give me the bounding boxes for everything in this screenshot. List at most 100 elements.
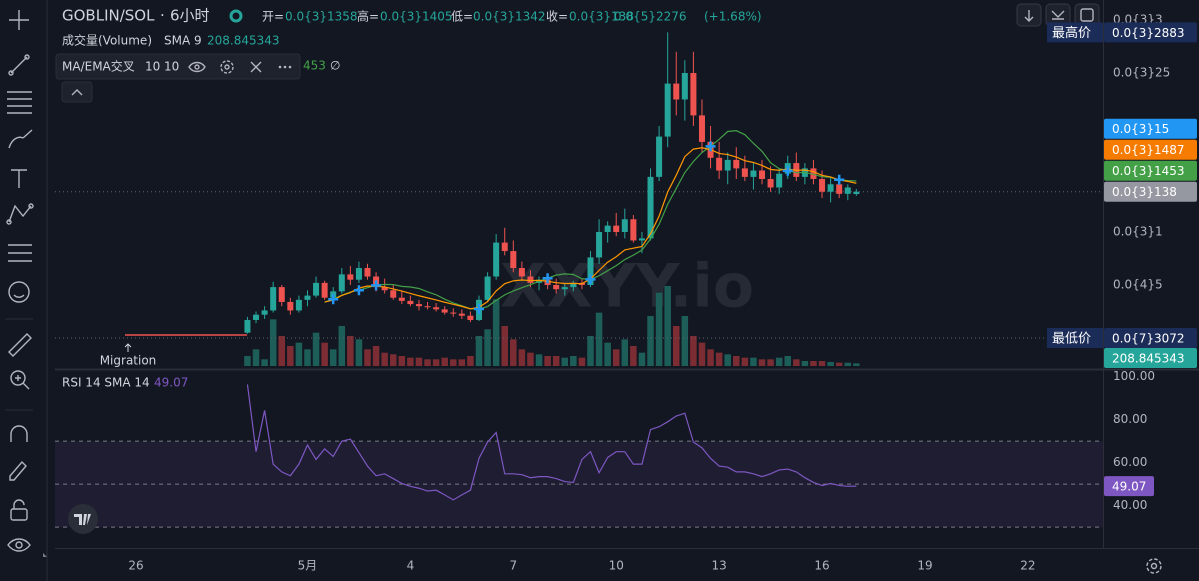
toolbar-more[interactable] [43,553,47,557]
button-download[interactable] [1016,3,1042,27]
market-status[interactable] [229,9,243,23]
volume-bar [741,357,749,366]
volume-bar [510,339,517,366]
ma-cross [585,274,596,285]
volume-bar [407,357,414,366]
legend-settings[interactable] [220,60,234,74]
candle-body [321,282,328,298]
tool-prediction[interactable] [8,244,32,262]
volume-sma: SMA 9 [164,34,202,48]
legend-more[interactable] [278,65,292,69]
candle-body [638,238,645,241]
tv-logo[interactable] [68,504,98,534]
candle-body [253,314,260,320]
volume-bar [844,362,852,366]
tool-lock[interactable] [10,499,28,521]
tool-brush[interactable] [8,129,33,149]
ohlc-key: 开= [262,10,284,24]
volume-bar [690,336,697,366]
candle-body [278,287,285,302]
candle-body [819,178,826,192]
x-tick-label: 26 [128,559,143,573]
legend-eye[interactable] [188,61,206,73]
candle-body [398,297,405,301]
volume-bar [364,349,371,366]
volume-bar [698,342,706,366]
ma-cross [328,294,339,305]
candle-body [656,136,663,177]
legend-collapse[interactable] [61,81,93,103]
volume-bar [492,299,500,366]
interval[interactable]: 6小时 [170,7,210,25]
legend-remove[interactable] [250,61,262,73]
price-tag-label: 0.0{3}1487 [1112,143,1185,157]
candle-body [647,176,654,239]
price-tag-title: 最低价 [1052,331,1091,346]
ma-cross [353,285,364,296]
rsi-tick-label: 60.00 [1113,455,1147,469]
volume-bar [252,349,260,366]
ohlc-key: 高= [357,9,379,24]
tool-lock-draw[interactable] [9,460,27,481]
candle-body [690,72,697,116]
tool-magnet[interactable] [10,425,28,442]
volume-bar [347,336,354,366]
volume-bar [750,357,757,366]
rsi-tick-label: 100.00 [1113,369,1155,383]
tool-visibility[interactable] [7,538,31,552]
candle-body [570,282,577,288]
volume-bar [724,354,731,366]
symbol[interactable]: GOBLIN/SOL [62,7,155,25]
tool-zoom[interactable] [10,370,30,390]
rsi-tag [1104,476,1154,497]
y-tick-label: 0.0{3}1 [1113,224,1163,238]
tool-trendline[interactable] [8,54,30,76]
candle-body [853,191,860,195]
tool-ruler[interactable] [8,333,32,357]
candle-body [750,170,757,177]
volume-bar [775,357,783,366]
change: 0.0{5}2276 [614,10,687,24]
indicator-value: 453 [303,59,326,73]
tool-icons[interactable] [8,281,30,303]
volume-bar [801,361,809,366]
price-tag-label: 0.0{3}2883 [1112,26,1185,40]
candle-body [844,187,851,194]
candle-body [827,184,834,192]
ohlc-value: 0.0{3}1358 [285,10,358,24]
candle-body [767,178,774,188]
volume-bar [793,359,800,366]
candle-body [621,219,628,232]
button-maximize[interactable] [1074,3,1100,27]
indicator-name: MA/EMA交叉 [62,59,135,74]
indicator-legend-box[interactable] [55,53,301,80]
settings-button[interactable] [1146,558,1162,574]
x-tick-label: 4 [407,559,415,573]
indicator-param: 10 [145,60,160,74]
candle-body [424,306,431,308]
x-tick-label: 19 [917,559,932,573]
volume-bar [278,336,286,366]
volume-bar [604,342,611,366]
price-tag-title: 最高价 [1052,25,1091,41]
price-tag-title-bg [1047,327,1103,348]
candle-body [458,313,465,316]
candle-body [613,225,620,232]
volume-bar [535,354,543,366]
tool-text[interactable] [11,169,27,188]
tool-pattern[interactable] [6,203,34,225]
y-tick-label: 0.0{4}5 [1113,277,1163,291]
price-tag-label: 0.0{7}3072 [1112,331,1185,345]
candle-body [724,159,731,171]
rsi-title: RSI 14 SMA 14 [62,376,150,390]
volume-bar [544,356,551,366]
indicator-na: ∅ [330,59,340,73]
volume-bar [818,361,826,366]
volume-bar [295,342,303,366]
annotation: Migration [100,354,157,368]
volume-bar [621,339,629,366]
tool-fib[interactable] [7,91,32,114]
volume-bar [578,357,586,366]
volume-bar [398,356,406,366]
tool-crosshair[interactable] [9,10,29,30]
